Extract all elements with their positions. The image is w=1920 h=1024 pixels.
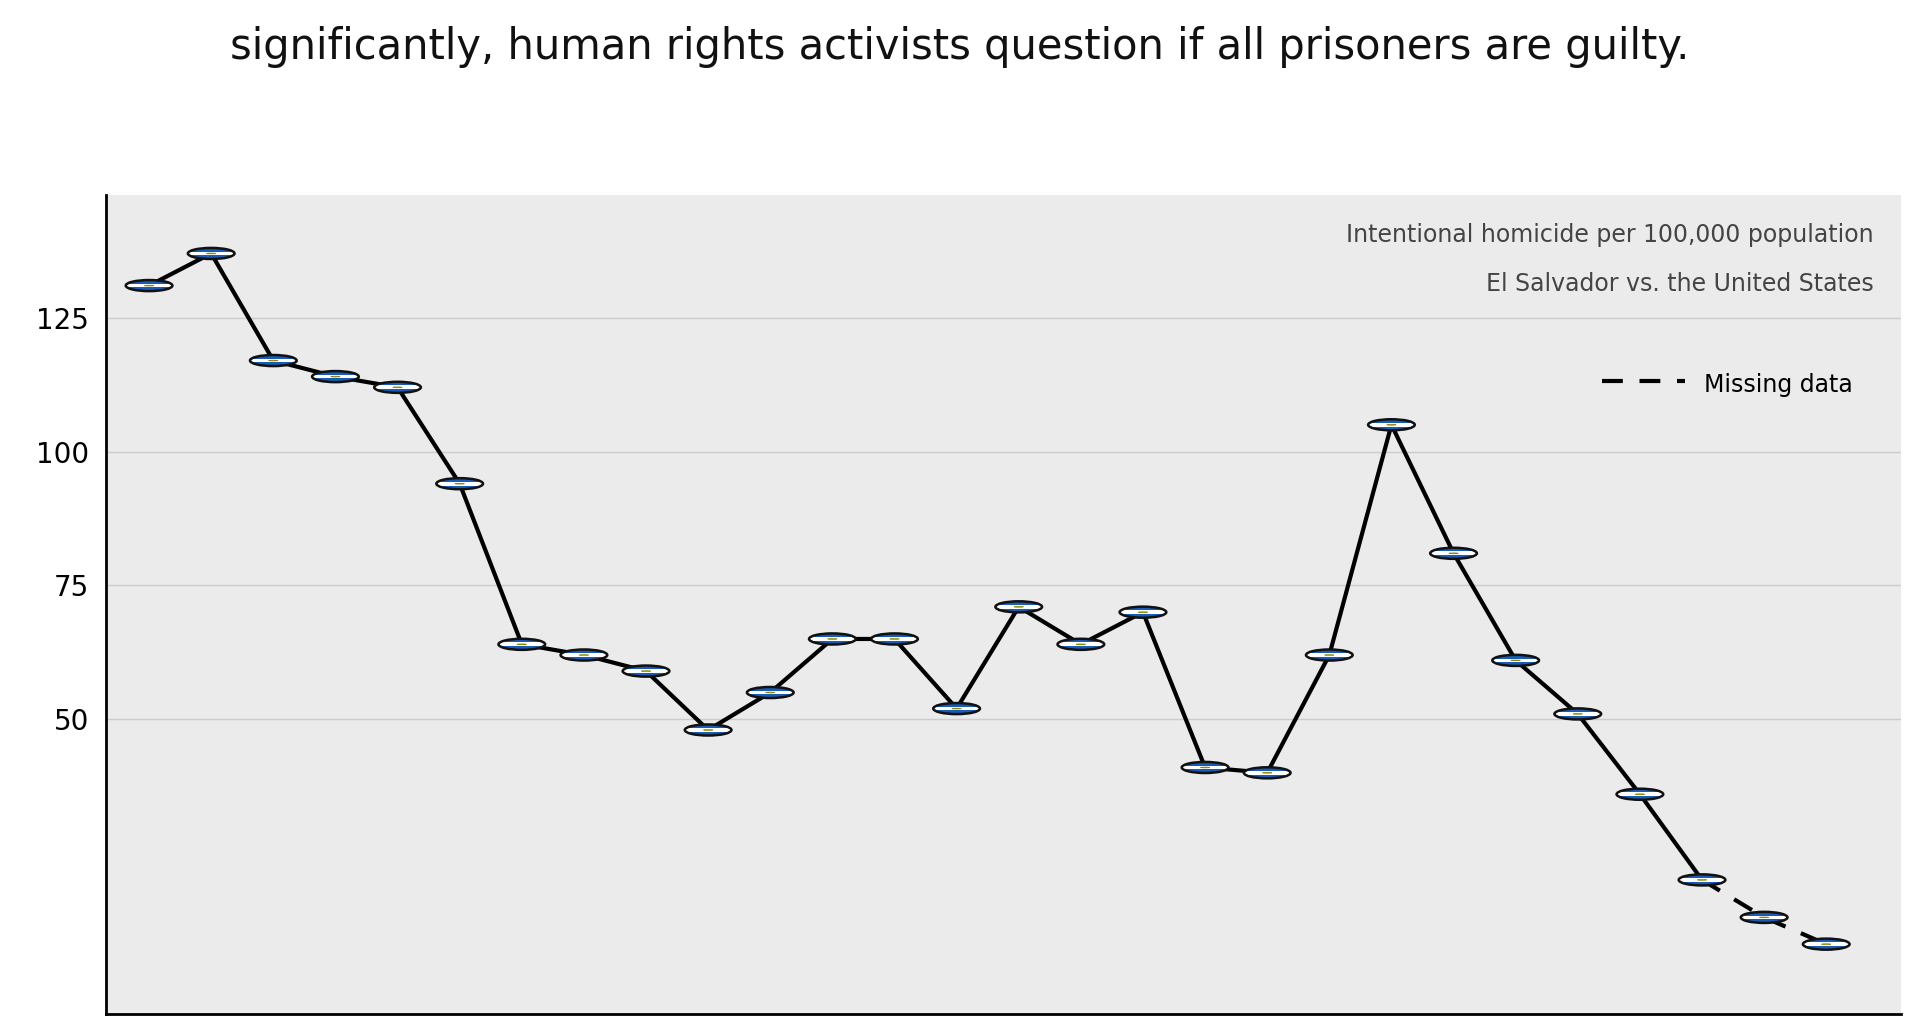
Ellipse shape [1244,767,1290,778]
Ellipse shape [872,634,918,644]
FancyBboxPatch shape [125,278,173,284]
FancyBboxPatch shape [1555,706,1601,712]
FancyBboxPatch shape [1555,716,1601,722]
FancyBboxPatch shape [1306,647,1354,653]
FancyBboxPatch shape [250,362,298,369]
FancyBboxPatch shape [1617,786,1663,793]
FancyBboxPatch shape [1306,656,1354,664]
FancyBboxPatch shape [622,663,670,670]
FancyBboxPatch shape [1181,759,1229,766]
FancyBboxPatch shape [1244,765,1290,771]
Ellipse shape [933,703,979,714]
Ellipse shape [1741,911,1788,923]
Ellipse shape [1369,419,1415,430]
Ellipse shape [622,666,670,677]
Ellipse shape [313,371,359,382]
FancyBboxPatch shape [1058,646,1104,652]
FancyBboxPatch shape [1119,614,1165,621]
FancyBboxPatch shape [1119,604,1165,610]
FancyBboxPatch shape [1430,545,1476,552]
Ellipse shape [1492,654,1540,666]
Ellipse shape [561,649,607,660]
FancyBboxPatch shape [1244,775,1290,781]
FancyBboxPatch shape [313,369,359,375]
FancyBboxPatch shape [1741,920,1788,926]
FancyBboxPatch shape [499,636,545,642]
Ellipse shape [808,634,856,644]
Ellipse shape [436,478,484,489]
Text: El Salvador vs. the United States: El Salvador vs. the United States [1486,272,1874,296]
FancyBboxPatch shape [1369,417,1415,423]
FancyBboxPatch shape [1678,882,1726,888]
Ellipse shape [1119,606,1165,617]
Ellipse shape [1555,709,1601,720]
Ellipse shape [125,280,173,291]
FancyBboxPatch shape [313,379,359,385]
FancyBboxPatch shape [995,599,1043,605]
Ellipse shape [1058,639,1104,650]
FancyBboxPatch shape [125,288,173,294]
FancyBboxPatch shape [188,245,234,252]
FancyBboxPatch shape [374,389,420,395]
FancyBboxPatch shape [808,631,856,637]
FancyBboxPatch shape [1741,909,1788,915]
FancyBboxPatch shape [872,641,918,647]
FancyBboxPatch shape [561,647,607,653]
Ellipse shape [250,355,298,366]
FancyBboxPatch shape [499,646,545,652]
FancyBboxPatch shape [1058,636,1104,642]
FancyBboxPatch shape [374,379,420,385]
FancyBboxPatch shape [1492,663,1540,669]
FancyBboxPatch shape [685,732,732,738]
FancyBboxPatch shape [561,656,607,664]
FancyBboxPatch shape [622,673,670,679]
FancyBboxPatch shape [188,255,234,262]
Ellipse shape [1803,939,1849,949]
FancyBboxPatch shape [747,684,793,690]
FancyBboxPatch shape [933,700,979,707]
FancyBboxPatch shape [1678,871,1726,878]
Ellipse shape [1430,548,1476,559]
Ellipse shape [499,639,545,650]
FancyBboxPatch shape [1430,555,1476,561]
Ellipse shape [747,687,793,698]
Ellipse shape [1306,649,1354,660]
Ellipse shape [188,248,234,259]
Ellipse shape [1617,788,1663,800]
FancyBboxPatch shape [808,641,856,647]
FancyBboxPatch shape [685,722,732,728]
FancyBboxPatch shape [747,694,793,700]
FancyBboxPatch shape [1492,652,1540,658]
Text: significantly, human rights activists question if all prisoners are guilty.: significantly, human rights activists qu… [230,26,1690,68]
Ellipse shape [685,724,732,735]
Ellipse shape [1181,762,1229,773]
FancyBboxPatch shape [1803,936,1849,942]
Ellipse shape [1678,874,1726,886]
FancyBboxPatch shape [872,631,918,637]
FancyBboxPatch shape [1617,796,1663,803]
FancyBboxPatch shape [250,352,298,358]
Ellipse shape [995,601,1043,612]
FancyBboxPatch shape [1803,946,1849,952]
FancyBboxPatch shape [933,711,979,717]
FancyBboxPatch shape [995,608,1043,615]
Ellipse shape [374,382,420,393]
Legend: Missing data: Missing data [1594,362,1862,406]
Text: Intentional homicide per 100,000 population: Intentional homicide per 100,000 populat… [1346,223,1874,247]
FancyBboxPatch shape [436,475,484,482]
FancyBboxPatch shape [1369,427,1415,433]
FancyBboxPatch shape [436,485,484,492]
FancyBboxPatch shape [1181,769,1229,775]
